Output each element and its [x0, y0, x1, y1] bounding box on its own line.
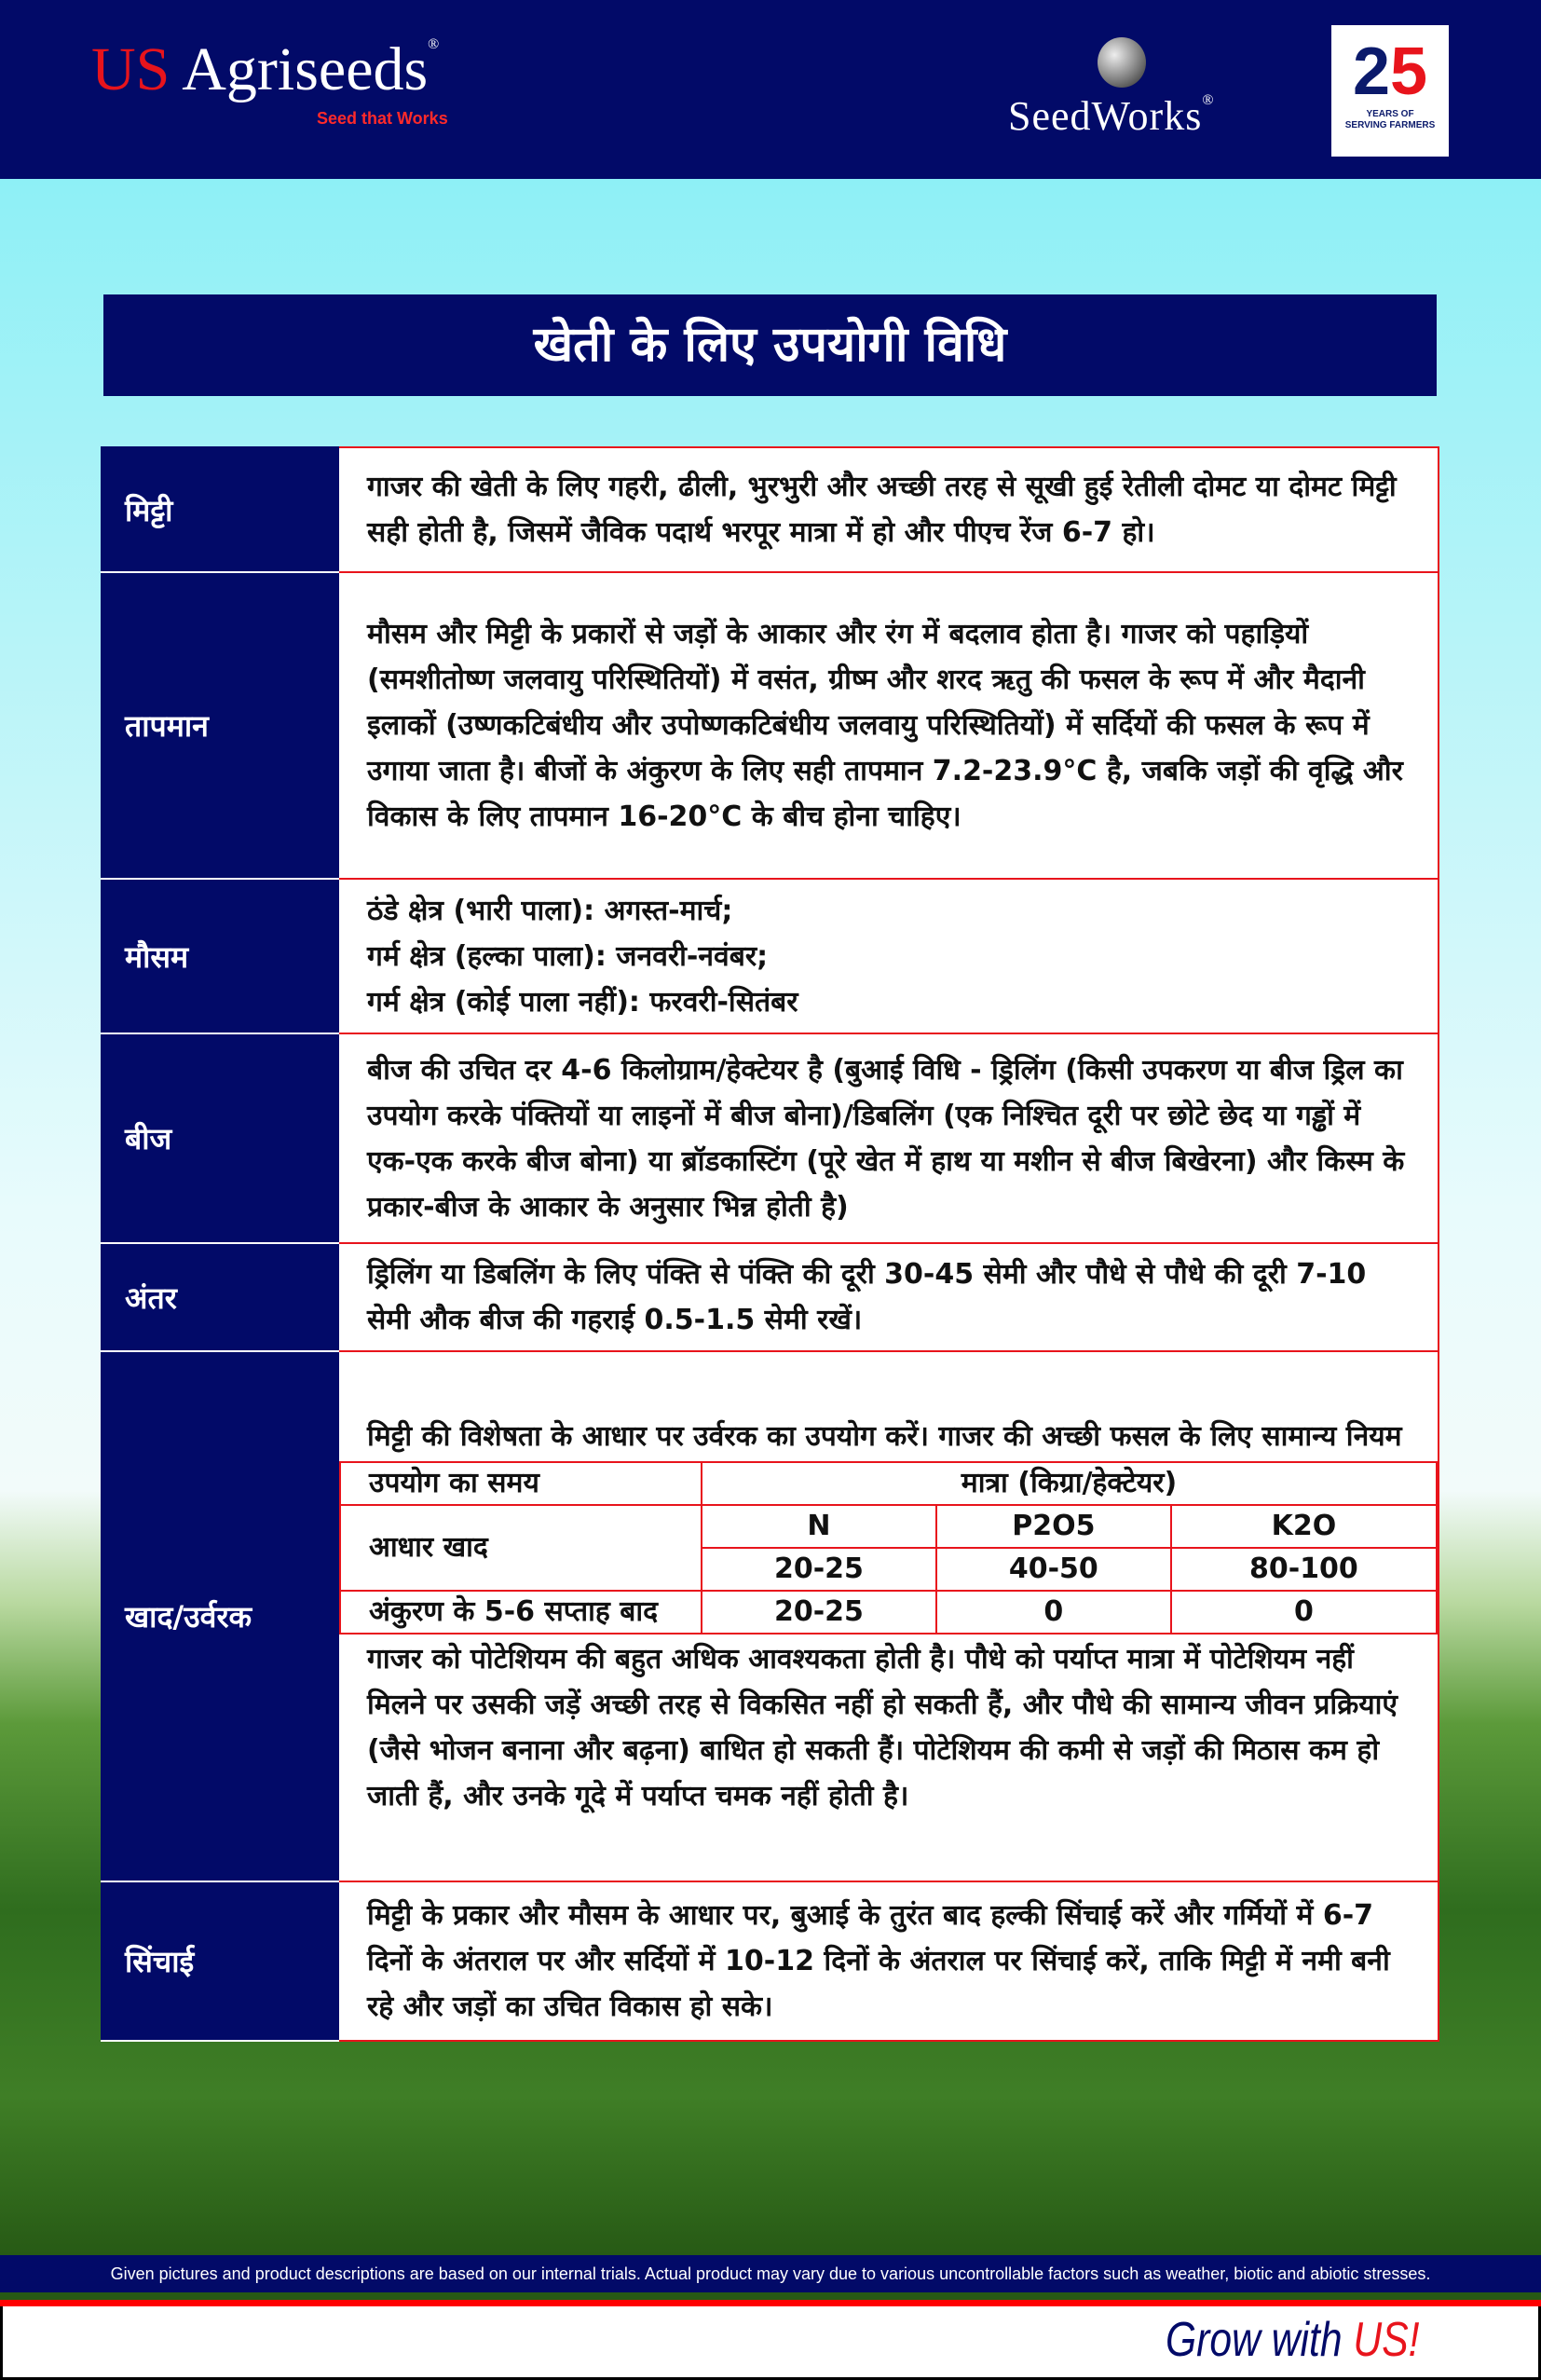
- badge-digit-2: 2: [1352, 34, 1390, 109]
- nutrient-header: P2O5: [934, 1504, 1172, 1549]
- table-row: खाद/उर्वरक मिट्टी की विशेषता के आधार पर …: [101, 1350, 1439, 1882]
- row-label: खाद/उर्वरक: [101, 1350, 339, 1882]
- grass-strip: [0, 2292, 1541, 2300]
- slogan-prefix: Grow with: [1166, 2313, 1354, 2367]
- divider: [0, 2300, 1541, 2306]
- time-cell: आधार खाद: [339, 1504, 702, 1592]
- row-label: तापमान: [101, 571, 339, 880]
- row-text: गाजर की खेती के लिए गहरी, ढीली, भुरभुरी …: [337, 446, 1439, 573]
- page-title: खेती के लिए उपयोगी विधि: [103, 294, 1437, 396]
- logo-agriseeds: Agriseeds: [182, 35, 429, 103]
- row-label: अंतर: [101, 1242, 339, 1352]
- value-cell: 0: [934, 1590, 1172, 1635]
- value-cell: 40-50: [934, 1547, 1172, 1592]
- us-agriseeds-logo: US Agriseeds®: [91, 37, 439, 103]
- badge-line2: SERVING FARMERS: [1344, 120, 1436, 130]
- row-label: मिट्टी: [101, 446, 339, 573]
- 25-years-badge: 25 YEARS OF SERVING FARMERS: [1331, 25, 1449, 157]
- row-text: ड्रिलिंग या डिबलिंग के लिए पंक्ति से पंक…: [337, 1242, 1439, 1352]
- grass-background: [0, 2042, 1541, 2255]
- slogan-us: US: [1353, 2313, 1409, 2367]
- row-text: ठंडे क्षेत्र (भारी पाला): अगस्त-मार्च; ग…: [337, 878, 1439, 1034]
- disclaimer: Given pictures and product descriptions …: [0, 2255, 1541, 2292]
- seedworks-logo: SeedWorks®: [1008, 93, 1214, 140]
- table-row: अंतर ड्रिलिंग या डिबलिंग के लिए पंक्ति से…: [101, 1242, 1439, 1352]
- fertilizer-table: उपयोग का समय मात्रा (किग्रा/हेक्टेयर) आधा…: [339, 1461, 1439, 1635]
- seedworks-globe-icon: [1098, 37, 1146, 88]
- badge-line1: YEARS OF: [1366, 109, 1414, 119]
- fertilizer-intro: मिट्टी की विशेषता के आधार पर उर्वरक का उ…: [367, 1420, 1402, 1453]
- nutrient-header: K2O: [1169, 1504, 1439, 1549]
- value-cell: 80-100: [1169, 1547, 1439, 1592]
- logo-us: US: [91, 35, 170, 103]
- nutrient-header: N: [701, 1504, 937, 1549]
- row-label: मौसम: [101, 878, 339, 1034]
- footer: Grow with US!: [0, 2306, 1541, 2380]
- value-cell: 0: [1169, 1590, 1439, 1635]
- slogan: Grow with US!: [1166, 2310, 1419, 2370]
- table-row: मिट्टी गाजर की खेती के लिए गहरी, ढीली, भु…: [101, 446, 1439, 573]
- fertilizer-outro: गाजर को पोटेशियम की बहुत अधिक आवश्यकता ह…: [367, 1643, 1398, 1812]
- time-cell: अंकुरण के 5-6 सप्ताह बाद: [339, 1590, 702, 1635]
- logo-tagline: Seed that Works: [317, 109, 448, 128]
- badge-digit-5: 5: [1390, 34, 1428, 109]
- time-header: उपयोग का समय: [339, 1461, 702, 1506]
- row-fertilizer: मिट्टी की विशेषता के आधार पर उर्वरक का उ…: [337, 1350, 1439, 1882]
- header: US Agriseeds® Seed that Works SeedWorks®…: [0, 0, 1541, 179]
- row-label: सिंचाई: [101, 1881, 339, 2042]
- slogan-suffix: !: [1408, 2313, 1420, 2367]
- row-text: मौसम और मिट्टी के प्रकारों से जड़ों के आ…: [337, 571, 1439, 880]
- season-line: गर्म क्षेत्र (हल्का पाला): जनवरी-नवंबर;: [367, 939, 769, 973]
- row-text: बीज की उचित दर 4-6 किलोग्राम/हेक्टेयर है…: [337, 1033, 1439, 1244]
- row-label: बीज: [101, 1033, 339, 1244]
- cultivation-table: मिट्टी गाजर की खेती के लिए गहरी, ढीली, भु…: [101, 446, 1439, 2042]
- row-text: मिट्टी के प्रकार और मौसम के आधार पर, बुआ…: [337, 1881, 1439, 2042]
- season-line: ठंडे क्षेत्र (भारी पाला): अगस्त-मार्च;: [367, 894, 733, 927]
- seedworks-reg: ®: [1202, 92, 1215, 108]
- table-row: तापमान मौसम और मिट्टी के प्रकारों से जड़ो…: [101, 571, 1439, 880]
- table-row: सिंचाई मिट्टी के प्रकार और मौसम के आधार प…: [101, 1881, 1439, 2042]
- qty-header: मात्रा (किग्रा/हेक्टेयर): [701, 1461, 1438, 1506]
- value-cell: 20-25: [701, 1590, 937, 1635]
- season-line: गर्म क्षेत्र (कोई पाला नहीं): फरवरी-सितं…: [367, 985, 798, 1019]
- logo-reg: ®: [428, 36, 440, 52]
- value-cell: 20-25: [701, 1547, 937, 1592]
- table-row: मौसम ठंडे क्षेत्र (भारी पाला): अगस्त-मार…: [101, 878, 1439, 1034]
- table-row: बीज बीज की उचित दर 4-6 किलोग्राम/हेक्टेयर…: [101, 1033, 1439, 1244]
- seedworks-name: SeedWorks: [1008, 93, 1203, 139]
